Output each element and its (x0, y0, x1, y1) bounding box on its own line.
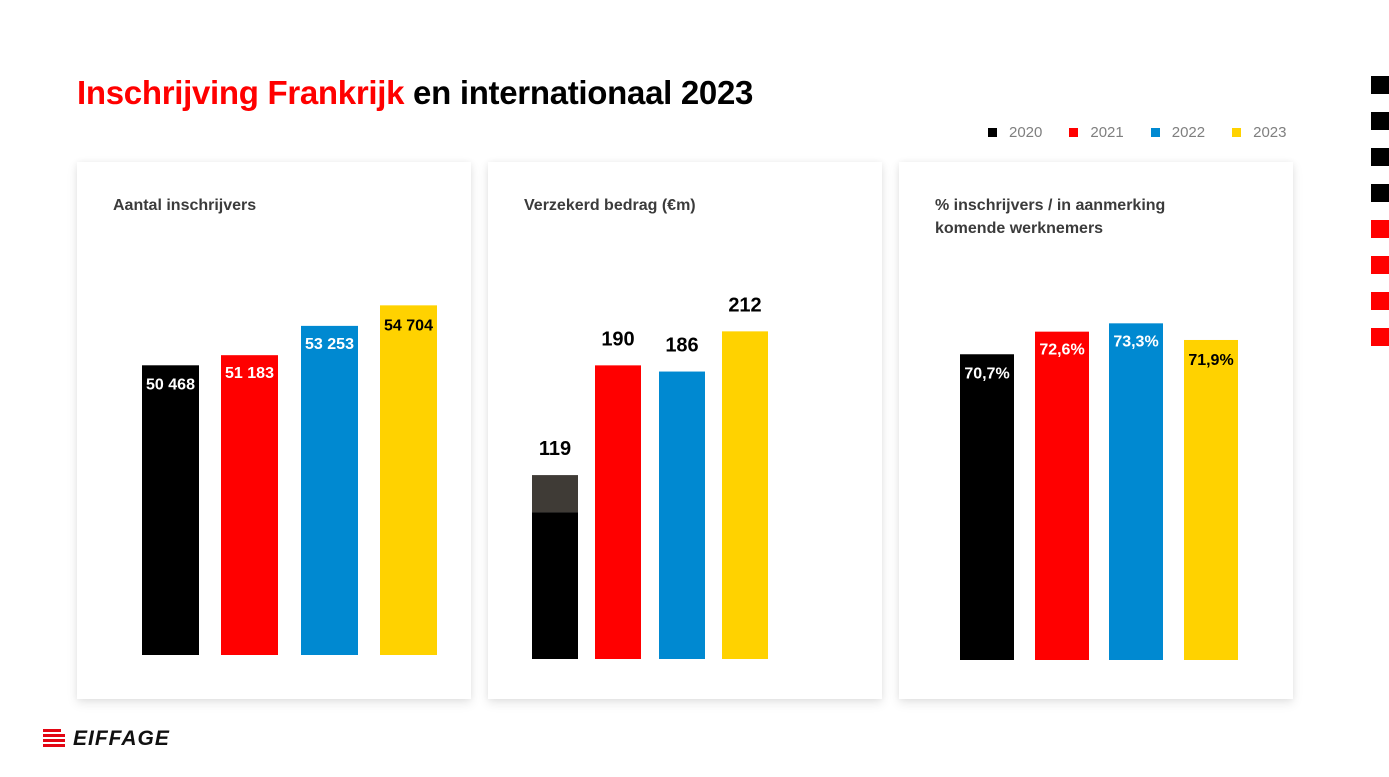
slide-nav-item[interactable] (1371, 184, 1389, 202)
bar-2023 (380, 305, 437, 655)
data-label-2021: 51 183 (225, 365, 274, 382)
eiffage-logo: EIFFAGE (43, 727, 170, 751)
slide-navigation (1371, 76, 1389, 364)
legend-label: 2020 (1009, 124, 1043, 141)
bar-2022 (659, 371, 705, 659)
chart-card-verzekerd-bedrag: Verzekerd bedrag (€m) 119 190 186 212 (488, 162, 882, 699)
slide-nav-item[interactable] (1371, 328, 1389, 346)
chart-title: % inschrijvers / in aanmerking komende w… (935, 197, 1166, 237)
legend-swatch (1150, 128, 1160, 137)
legend: 2020 2021 2022 2023 (988, 124, 1287, 141)
chart-title: Aantal inschrijvers (113, 197, 257, 214)
legend-swatch (1069, 128, 1079, 137)
legend-item-2023: 2023 (1232, 124, 1287, 141)
bar-2020 (142, 365, 199, 655)
data-label-2022: 73,3% (1113, 333, 1158, 350)
chart-card-inschrijvers: Aantal inschrijvers 50 468 51 183 53 253 54… (77, 162, 471, 699)
legend-swatch (1232, 128, 1242, 137)
bar-2020 (960, 354, 1014, 660)
bar-2023 (722, 331, 768, 659)
data-label-2023: 54 704 (384, 317, 433, 334)
data-label-2022: 53 253 (305, 336, 354, 353)
data-label-2021: 72,6% (1039, 342, 1084, 359)
bar-2022 (301, 325, 358, 655)
logo-mark-icon (43, 729, 65, 749)
legend-item-2020: 2020 (988, 124, 1042, 141)
slide-nav-item[interactable] (1371, 256, 1389, 274)
legend-label: 2022 (1171, 124, 1206, 141)
bar-2021 (1035, 331, 1089, 660)
chart-title: Verzekerd bedrag (€m) (524, 197, 696, 214)
data-label-2023: 212 (728, 294, 761, 316)
bar-2023 (1184, 339, 1238, 660)
chart-card-percentage: % inschrijvers / in aanmerking komende w… (899, 162, 1293, 699)
slide-nav-item[interactable] (1371, 292, 1389, 310)
data-label-2021: 190 (601, 328, 634, 350)
page-title-rest: en internationaal 2023 (404, 74, 754, 111)
bar-2022 (1109, 323, 1163, 660)
data-label-2022: 186 (665, 335, 698, 357)
logo-text: EIFFAGE (73, 727, 170, 750)
slide-nav-item[interactable] (1371, 112, 1389, 130)
legend-item-2021: 2021 (1069, 124, 1124, 141)
slide-nav-item[interactable] (1371, 148, 1389, 166)
legend-label: 2021 (1090, 124, 1124, 141)
bar-2020 (532, 512, 578, 659)
data-label-2023: 71,9% (1188, 352, 1233, 369)
bar-2020-highlight (532, 475, 578, 513)
page-title-highlight: Inschrijving Frankrijk (77, 74, 405, 111)
slide-nav-item[interactable] (1371, 76, 1389, 94)
data-label-2020: 70,7% (964, 365, 1009, 382)
legend-label: 2023 (1253, 124, 1287, 141)
bar-2021 (221, 355, 278, 655)
slide-nav-item[interactable] (1371, 220, 1389, 238)
data-label-2020: 119 (539, 438, 571, 460)
data-label-2020: 50 468 (146, 376, 195, 393)
chart-svg: 119 190 186 212 (532, 294, 768, 659)
page-title: Inschrijving Frankrijk en internationaal… (77, 74, 753, 112)
legend-swatch (988, 128, 997, 137)
chart-svg: 70,7% 72,6% 73,3% 71,9% (960, 323, 1238, 660)
bar-2021 (595, 365, 641, 659)
legend-item-2022: 2022 (1150, 124, 1206, 141)
chart-svg: 50 468 51 183 53 253 54 704 (142, 305, 437, 655)
